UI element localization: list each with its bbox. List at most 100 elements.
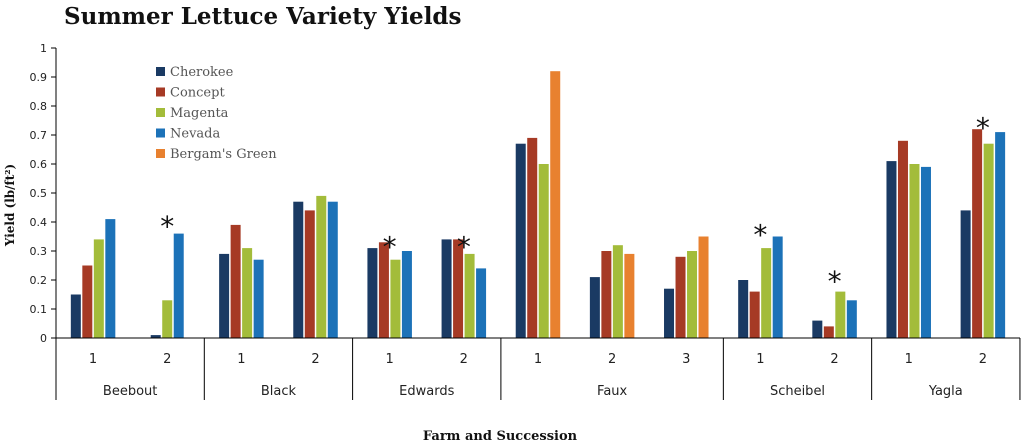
succession-label: 2 [830,352,838,367]
legend-swatch [156,87,165,97]
bar-cherokee [886,161,897,338]
succession-label: 2 [311,352,319,367]
farm-label: Faux [597,384,627,399]
bar-magenta [983,143,994,338]
significance-marker: * [160,210,174,243]
bar-cherokee [960,210,971,338]
bar-magenta [316,195,327,338]
bar-nevada [401,251,412,338]
legend-label: Bergam's Green [170,147,277,162]
bar-nevada [327,201,338,338]
legend-swatch [156,108,165,117]
y-tick-label: 0.8 [30,100,48,113]
succession-label: 1 [905,352,913,367]
bar-concept [453,239,464,338]
chart-title: Summer Lettuce Variety Yields [64,3,461,30]
bar-nevada [173,233,184,338]
bar-nevada [846,300,857,338]
bar-magenta [464,253,475,338]
bar-concept [527,137,538,338]
bar-nevada [920,166,931,338]
succession-label: 1 [89,352,97,367]
bar-magenta [909,164,920,338]
bar-magenta [93,239,104,338]
bar-concept [230,224,241,338]
legend-swatch [156,67,165,76]
bar-magenta [242,248,253,338]
legend-label: Concept [170,86,225,101]
bar-concept [749,291,760,338]
bar-nevada [772,236,783,338]
x-axis: 1 2 Beebout 1 2 Black 1 2 Edwards 1 2 3 Faux 1 2 Scheib… [55,337,1021,400]
bar-cherokee [70,294,81,338]
bar-bergam-s-green [624,253,635,338]
bar-magenta [761,248,772,338]
y-tick-label: 0.3 [30,245,48,258]
bar-magenta [612,245,623,338]
succession-label: 3 [682,352,690,367]
bar-nevada [476,268,487,338]
bar-concept [823,326,834,338]
farm-label: Black [261,384,297,399]
y-tick-label: 0.1 [30,303,48,316]
bar-cherokee [664,288,675,338]
succession-label: 1 [756,352,764,367]
farm-label: Yagla [928,384,963,399]
bar-magenta [162,300,173,338]
bar-cherokee [812,320,823,338]
bar-bergam-s-green [550,71,561,338]
significance-marker: * [828,265,842,298]
x-axis-title: Farm and Succession [423,429,578,444]
succession-label: 1 [534,352,542,367]
succession-label: 2 [163,352,171,367]
bar-cherokee [219,253,230,338]
y-tick-label: 0.5 [30,187,48,200]
bar-cherokee [441,239,452,338]
bar-magenta [390,259,401,338]
legend: Cherokee Concept Magenta Nevada Bergam's Gre… [156,65,277,162]
bar-cherokee [293,201,304,338]
significance-marker: * [457,230,471,263]
bar-cherokee [589,277,600,338]
y-axis-title: Yield (lb/ft²) [3,164,17,247]
bar-nevada [253,259,264,338]
bar-cherokee [515,143,526,338]
y-tick-label: 0.2 [30,274,48,287]
bar-concept [82,265,93,338]
bar-concept [378,242,389,338]
legend-swatch [156,149,165,158]
y-tick-label: 0 [40,332,47,345]
significance-marker: * [753,219,767,252]
succession-label: 1 [237,352,245,367]
succession-label: 2 [460,352,468,367]
y-tick-label: 0.9 [30,71,48,84]
farm-label: Beebout [103,384,157,399]
legend-label: Nevada [170,127,220,142]
y-tick-label: 0.7 [30,129,48,142]
bar-bergam-s-green [698,236,709,338]
bar-concept [675,256,686,338]
bar-cherokee [738,280,749,338]
farm-label: Scheibel [770,384,825,399]
bar-cherokee [150,335,161,338]
succession-label: 2 [608,352,616,367]
y-tick-label: 0.6 [30,158,48,171]
bar-cherokee [367,248,378,338]
succession-label: 1 [386,352,394,367]
bar-magenta [538,164,549,338]
bar-concept [972,129,983,338]
bar-magenta [687,251,698,338]
legend-label: Cherokee [170,65,234,80]
bar-nevada [995,132,1006,338]
y-tick-label: 0.4 [30,216,48,229]
y-axis: 0 0.1 0.2 0.3 0.4 0.5 0.6 0.7 0.8 0.9 1 [30,42,57,345]
significance-marker: * [383,230,397,263]
succession-label: 2 [979,352,987,367]
legend-label: Magenta [170,106,229,121]
bar-concept [601,251,612,338]
bar-concept [304,210,315,338]
bars [70,71,1006,338]
farm-label: Edwards [399,384,454,399]
bar-concept [897,140,908,338]
